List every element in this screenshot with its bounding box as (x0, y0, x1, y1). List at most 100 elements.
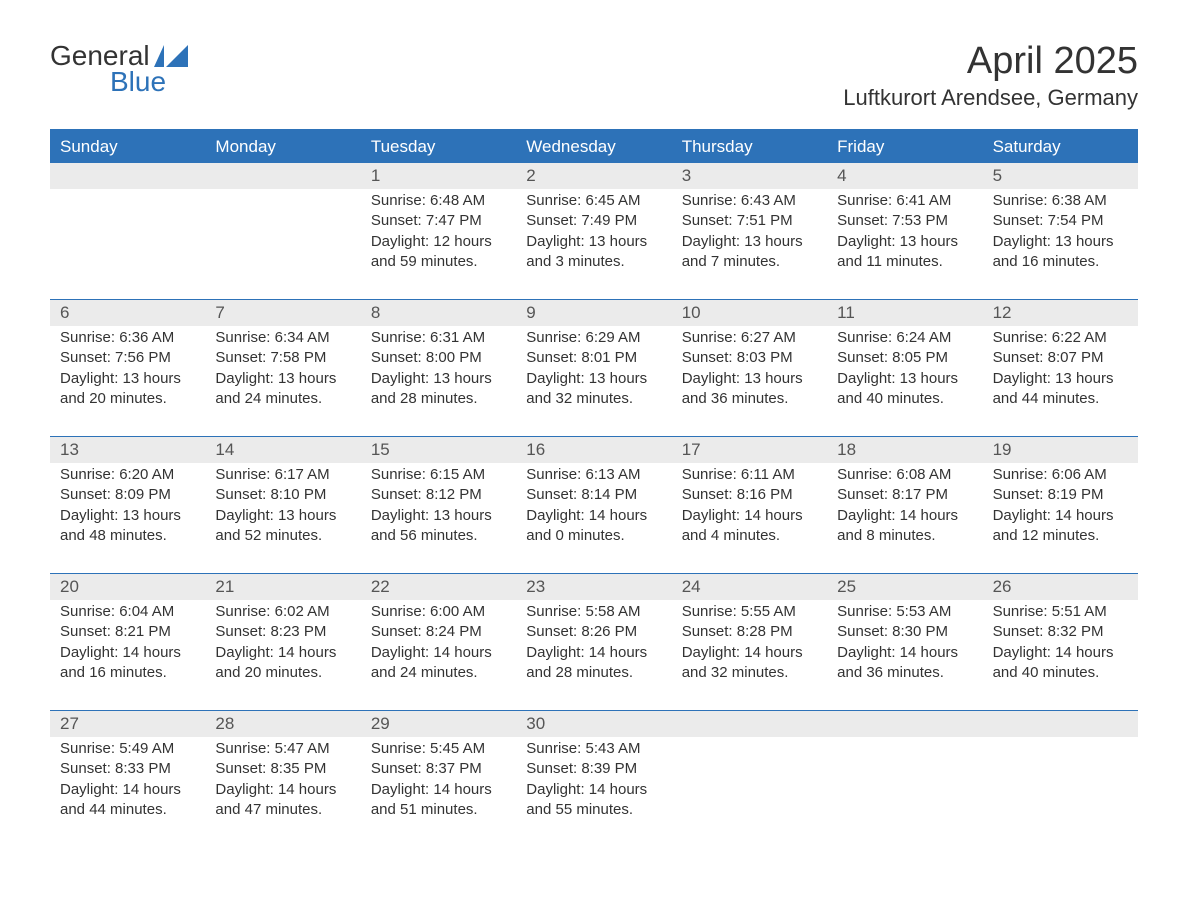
day-cell: Sunrise: 6:36 AMSunset: 7:56 PMDaylight:… (50, 326, 205, 436)
day-number: 12 (983, 300, 1138, 326)
week-row: 6789101112Sunrise: 6:36 AMSunset: 7:56 P… (50, 299, 1138, 436)
day-cell: Sunrise: 6:11 AMSunset: 8:16 PMDaylight:… (672, 463, 827, 573)
day-number: 26 (983, 574, 1138, 600)
day-number: 8 (361, 300, 516, 326)
day-number: 21 (205, 574, 360, 600)
sunrise-text: Sunrise: 6:06 AM (993, 465, 1128, 485)
week-row: 13141516171819Sunrise: 6:20 AMSunset: 8:… (50, 436, 1138, 573)
day-cell (205, 189, 360, 299)
sunset-text: Sunset: 7:56 PM (60, 348, 195, 368)
sunset-text: Sunset: 8:28 PM (682, 622, 817, 642)
daylight-text: Daylight: 14 hours and 36 minutes. (837, 643, 972, 684)
day-cell: Sunrise: 6:20 AMSunset: 8:09 PMDaylight:… (50, 463, 205, 573)
daylight-text: Daylight: 13 hours and 48 minutes. (60, 506, 195, 547)
daylight-text: Daylight: 14 hours and 8 minutes. (837, 506, 972, 547)
sunset-text: Sunset: 8:24 PM (371, 622, 506, 642)
daylight-text: Daylight: 13 hours and 28 minutes. (371, 369, 506, 410)
sunset-text: Sunset: 7:47 PM (371, 211, 506, 231)
day-cell: Sunrise: 6:34 AMSunset: 7:58 PMDaylight:… (205, 326, 360, 436)
sunset-text: Sunset: 7:58 PM (215, 348, 350, 368)
sunrise-text: Sunrise: 6:08 AM (837, 465, 972, 485)
day-number: 22 (361, 574, 516, 600)
day-number: 11 (827, 300, 982, 326)
day-number (827, 711, 982, 737)
daylight-text: Daylight: 14 hours and 51 minutes. (371, 780, 506, 821)
sunset-text: Sunset: 8:37 PM (371, 759, 506, 779)
day-cell: Sunrise: 5:49 AMSunset: 8:33 PMDaylight:… (50, 737, 205, 847)
sunrise-text: Sunrise: 5:47 AM (215, 739, 350, 759)
daylight-text: Daylight: 13 hours and 32 minutes. (526, 369, 661, 410)
day-number-row: 27282930 (50, 711, 1138, 737)
day-number-row: 20212223242526 (50, 574, 1138, 600)
month-title: April 2025 (843, 40, 1138, 83)
day-number: 23 (516, 574, 671, 600)
sunset-text: Sunset: 8:16 PM (682, 485, 817, 505)
sunset-text: Sunset: 8:30 PM (837, 622, 972, 642)
day-cell: Sunrise: 6:31 AMSunset: 8:00 PMDaylight:… (361, 326, 516, 436)
day-number-row: 13141516171819 (50, 437, 1138, 463)
day-number: 28 (205, 711, 360, 737)
sunset-text: Sunset: 8:10 PM (215, 485, 350, 505)
daylight-text: Daylight: 14 hours and 55 minutes. (526, 780, 661, 821)
day-number: 27 (50, 711, 205, 737)
daylight-text: Daylight: 14 hours and 32 minutes. (682, 643, 817, 684)
sunset-text: Sunset: 8:39 PM (526, 759, 661, 779)
day-number: 1 (361, 163, 516, 189)
flag-icon (154, 45, 188, 67)
day-number: 18 (827, 437, 982, 463)
daylight-text: Daylight: 13 hours and 11 minutes. (837, 232, 972, 273)
weekday-label: Friday (827, 131, 982, 163)
day-cell: Sunrise: 5:58 AMSunset: 8:26 PMDaylight:… (516, 600, 671, 710)
sunset-text: Sunset: 8:17 PM (837, 485, 972, 505)
daylight-text: Daylight: 13 hours and 20 minutes. (60, 369, 195, 410)
day-cell: Sunrise: 6:02 AMSunset: 8:23 PMDaylight:… (205, 600, 360, 710)
day-cell (50, 189, 205, 299)
day-number: 30 (516, 711, 671, 737)
daylight-text: Daylight: 14 hours and 28 minutes. (526, 643, 661, 684)
sunset-text: Sunset: 8:32 PM (993, 622, 1128, 642)
day-cell: Sunrise: 6:22 AMSunset: 8:07 PMDaylight:… (983, 326, 1138, 436)
sunrise-text: Sunrise: 6:29 AM (526, 328, 661, 348)
day-cell: Sunrise: 6:41 AMSunset: 7:53 PMDaylight:… (827, 189, 982, 299)
sunset-text: Sunset: 8:05 PM (837, 348, 972, 368)
sunrise-text: Sunrise: 6:17 AM (215, 465, 350, 485)
daylight-text: Daylight: 13 hours and 44 minutes. (993, 369, 1128, 410)
day-number: 25 (827, 574, 982, 600)
daylight-text: Daylight: 14 hours and 20 minutes. (215, 643, 350, 684)
sunset-text: Sunset: 8:01 PM (526, 348, 661, 368)
weekday-label: Saturday (983, 131, 1138, 163)
day-number: 2 (516, 163, 671, 189)
daylight-text: Daylight: 13 hours and 56 minutes. (371, 506, 506, 547)
day-number: 15 (361, 437, 516, 463)
day-cell: Sunrise: 6:24 AMSunset: 8:05 PMDaylight:… (827, 326, 982, 436)
daylight-text: Daylight: 14 hours and 4 minutes. (682, 506, 817, 547)
daylight-text: Daylight: 13 hours and 40 minutes. (837, 369, 972, 410)
daylight-text: Daylight: 14 hours and 0 minutes. (526, 506, 661, 547)
daylight-text: Daylight: 13 hours and 52 minutes. (215, 506, 350, 547)
sunset-text: Sunset: 7:49 PM (526, 211, 661, 231)
daylight-text: Daylight: 14 hours and 47 minutes. (215, 780, 350, 821)
title-block: April 2025 Luftkurort Arendsee, Germany (843, 40, 1138, 111)
daylight-text: Daylight: 13 hours and 3 minutes. (526, 232, 661, 273)
daylight-text: Daylight: 13 hours and 24 minutes. (215, 369, 350, 410)
day-number: 13 (50, 437, 205, 463)
sunrise-text: Sunrise: 5:45 AM (371, 739, 506, 759)
day-number-row: 12345 (50, 163, 1138, 189)
day-number (672, 711, 827, 737)
day-number (983, 711, 1138, 737)
sunrise-text: Sunrise: 6:48 AM (371, 191, 506, 211)
sunrise-text: Sunrise: 5:58 AM (526, 602, 661, 622)
sunset-text: Sunset: 8:12 PM (371, 485, 506, 505)
weekday-label: Sunday (50, 131, 205, 163)
sunrise-text: Sunrise: 6:15 AM (371, 465, 506, 485)
day-cell: Sunrise: 6:15 AMSunset: 8:12 PMDaylight:… (361, 463, 516, 573)
day-number: 10 (672, 300, 827, 326)
sunrise-text: Sunrise: 6:20 AM (60, 465, 195, 485)
day-cell: Sunrise: 5:53 AMSunset: 8:30 PMDaylight:… (827, 600, 982, 710)
sunrise-text: Sunrise: 6:31 AM (371, 328, 506, 348)
day-number: 5 (983, 163, 1138, 189)
weeks-container: 12345Sunrise: 6:48 AMSunset: 7:47 PM Dayl… (50, 163, 1138, 847)
day-cell (983, 737, 1138, 847)
day-cell: Sunrise: 6:43 AMSunset: 7:51 PMDaylight:… (672, 189, 827, 299)
sunset-text: Sunset: 7:51 PM (682, 211, 817, 231)
